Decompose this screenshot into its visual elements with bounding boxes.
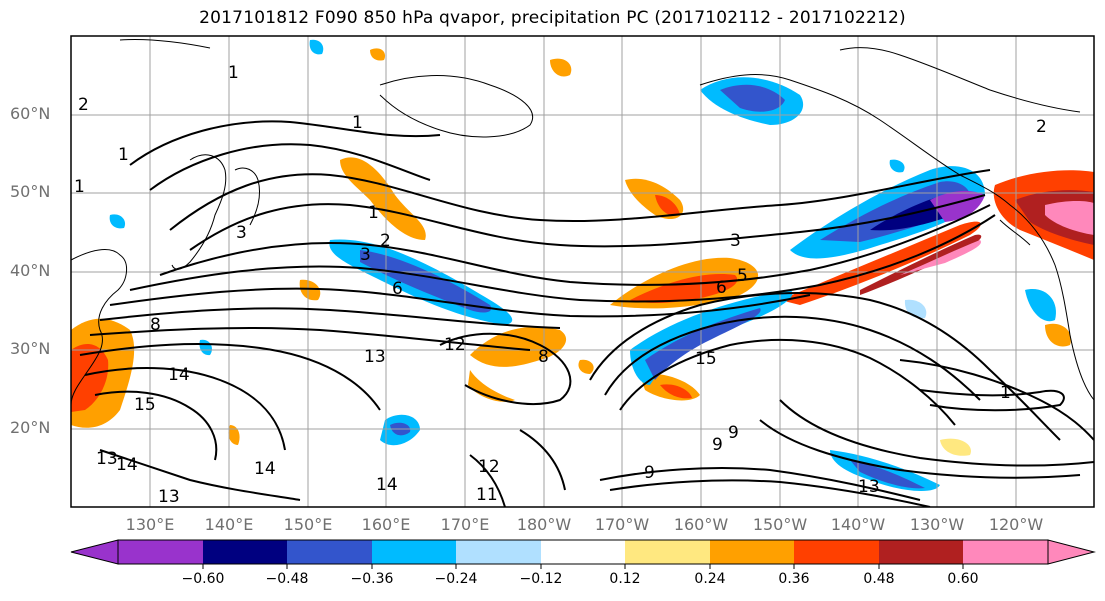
contour-label: 12 <box>444 335 466 355</box>
qvapor-contours <box>79 120 1094 507</box>
contour-label: 13 <box>96 449 118 469</box>
lon-label-170e: 170°E <box>440 515 490 534</box>
contour-label: 13 <box>364 347 386 367</box>
colorbar-tick-label: −0.24 <box>434 571 478 587</box>
map-title: 2017101812 F090 850 hPa qvapor, precipit… <box>199 8 906 28</box>
contour-label: 14 <box>168 365 190 385</box>
colorbar-segment <box>963 540 1048 564</box>
lon-label-160w: 160°W <box>673 515 729 534</box>
colorbar-tick-label: 0.60 <box>947 571 979 587</box>
colorbar-tick-label: −0.48 <box>265 571 309 587</box>
colorbar-segment <box>541 540 625 564</box>
contour-labels: 1 1 1 1 1 1 2 2 2 3 3 3 5 6 6 8 8 9 9 9 … <box>74 63 1047 507</box>
contour-label: 1 <box>228 63 239 83</box>
lon-label-150w: 150°W <box>752 515 808 534</box>
contour-label: 14 <box>376 475 398 495</box>
lon-label-120w: 120°W <box>988 515 1044 534</box>
contour-label: 8 <box>150 315 161 335</box>
colorbar-tick-label: 0.12 <box>609 571 641 587</box>
contour-label: 13 <box>158 487 180 507</box>
contour-label: 12 <box>478 457 500 477</box>
lat-label-60n: 60°N <box>10 104 51 123</box>
colorbar-tick-label: 0.36 <box>778 571 810 587</box>
colorbar-segment <box>710 540 794 564</box>
lon-label-160e: 160°E <box>361 515 411 534</box>
contour-label: 1 <box>118 145 129 165</box>
contour-label: 9 <box>644 463 655 483</box>
lon-label-130e: 130°E <box>125 515 175 534</box>
colorbar-tick-label: 0.48 <box>863 571 895 587</box>
contour-label: 5 <box>737 266 748 286</box>
contour-label: 1 <box>74 177 85 197</box>
contour-label: 1 <box>352 113 363 133</box>
colorbar-segment <box>118 540 203 564</box>
contour-label: 3 <box>360 245 371 265</box>
contour-label: 8 <box>538 347 549 367</box>
colorbar-segment <box>879 540 963 564</box>
lat-label-50n: 50°N <box>10 182 51 201</box>
precip-negative-shading <box>109 39 1056 492</box>
lon-label-140w: 140°W <box>830 515 886 534</box>
colorbar-segment <box>203 540 287 564</box>
lat-label-20n: 20°N <box>10 418 51 437</box>
contour-label: 9 <box>728 423 739 443</box>
map-area: 1 1 1 1 1 1 2 2 2 3 3 3 5 6 6 8 8 9 9 9 … <box>71 36 1094 507</box>
colorbar-segment <box>372 540 456 564</box>
contour-label: 2 <box>1036 117 1047 137</box>
lat-label-30n: 30°N <box>10 339 51 358</box>
colorbar-tick-label: 0.24 <box>694 571 726 587</box>
contour-label: 15 <box>695 349 717 369</box>
colorbar-extend-high <box>1047 539 1096 565</box>
colorbar-segment <box>794 540 879 564</box>
colorbar-extend-low <box>70 539 119 565</box>
coastlines <box>71 38 1094 406</box>
contour-label: 1 <box>368 203 379 223</box>
contour-label: 2 <box>380 231 391 251</box>
contour-label: 3 <box>730 231 741 251</box>
contour-label: 6 <box>716 278 727 298</box>
lon-label-150e: 150°E <box>283 515 333 534</box>
map-frame <box>70 35 1095 508</box>
colorbar-segment <box>625 540 710 564</box>
contour-label: 13 <box>858 477 880 497</box>
colorbar-segment <box>287 540 372 564</box>
colorbar-frame <box>117 539 1049 565</box>
colorbar-segment <box>456 540 541 564</box>
contour-label: 11 <box>476 485 498 505</box>
contour-label: 6 <box>392 279 403 299</box>
lon-label-130w: 130°W <box>909 515 965 534</box>
colorbar <box>70 539 1096 569</box>
contour-label: 14 <box>116 455 138 475</box>
contour-label: 15 <box>134 395 156 415</box>
contour-label: 1 <box>1000 383 1011 403</box>
contour-label: 14 <box>254 459 276 479</box>
colorbar-tick-label: −0.36 <box>350 571 394 587</box>
contour-label: 3 <box>236 223 247 243</box>
colorbar-tick-label: −0.60 <box>181 571 225 587</box>
lon-label-170w: 170°W <box>594 515 650 534</box>
contour-label: 9 <box>712 435 723 455</box>
lon-label-180w: 180°W <box>516 515 572 534</box>
colorbar-tick-label: −0.12 <box>519 571 563 587</box>
contour-label: 2 <box>78 95 89 115</box>
precip-positive-shading <box>71 48 1094 456</box>
lat-label-40n: 40°N <box>10 261 51 280</box>
lon-label-140e: 140°E <box>204 515 254 534</box>
